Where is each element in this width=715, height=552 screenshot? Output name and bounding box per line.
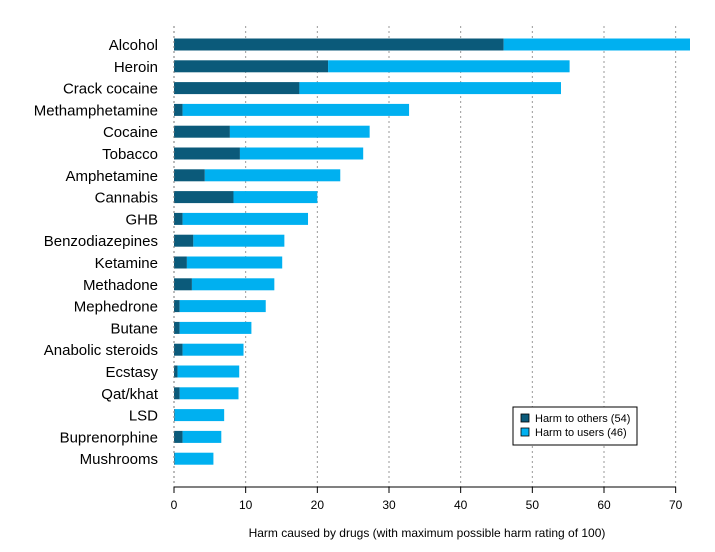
category-label: Mephedrone (74, 299, 158, 316)
bar-users-heroin (328, 60, 570, 73)
x-tick-label: 60 (597, 498, 611, 512)
category-label: Ecstasy (105, 364, 158, 381)
bar-users-cocaine (229, 125, 370, 138)
bar-users-qat-khat (179, 387, 239, 400)
bar-others-qat-khat (174, 387, 180, 400)
category-label: Methamphetamine (34, 102, 158, 119)
category-label: GHB (125, 211, 158, 228)
bar-users-cannabis (233, 191, 318, 204)
bar-users-ecstasy (177, 365, 240, 378)
x-tick-label: 70 (669, 498, 683, 512)
x-tick-label: 0 (171, 498, 178, 512)
bar-others-anabolic-steroids (174, 343, 183, 356)
bar-others-tobacco (174, 147, 240, 160)
bar-others-cannabis (174, 191, 234, 204)
bar-others-methamphetamine (174, 103, 183, 116)
x-tick-label: 10 (239, 498, 253, 512)
legend-box (512, 406, 638, 446)
x-tick-label: 50 (526, 498, 540, 512)
legend: Harm to others (54) Harm to users (46) (512, 406, 638, 446)
bar-users-amphetamine (204, 169, 341, 182)
bar-users-mephedrone (179, 300, 266, 313)
x-tick-label: 30 (382, 498, 396, 512)
category-label: Amphetamine (65, 168, 158, 185)
bar-others-methadone (174, 278, 192, 291)
bar-users-anabolic-steroids (182, 343, 244, 356)
bar-others-ketamine (174, 256, 187, 269)
category-label: Mushrooms (80, 451, 158, 468)
bar-others-cocaine (174, 125, 230, 138)
category-label: Buprenorphine (60, 429, 158, 446)
bar-others-ghb (174, 212, 183, 225)
bar-users-buprenorphine (182, 430, 222, 443)
bar-others-buprenorphine (174, 430, 183, 443)
legend-swatch-users (520, 427, 530, 437)
bar-others-mephedrone (174, 300, 180, 313)
grid (245, 26, 677, 487)
x-axis: 0 10 20 30 40 50 60 70 (171, 26, 683, 512)
bar-users-lsd (174, 409, 225, 422)
category-label: Cocaine (103, 124, 158, 141)
legend-swatch-others (520, 413, 530, 423)
bar-others-crack-cocaine (174, 82, 300, 95)
category-label: Alcohol (109, 37, 158, 54)
category-label: Butane (110, 320, 158, 337)
category-labels: Alcohol Heroin Crack cocaine Methamphetamin… (34, 37, 159, 468)
x-axis-title: Harm caused by drugs (with maximum possi… (249, 526, 606, 540)
bar-users-methamphetamine (182, 103, 410, 116)
category-label: LSD (129, 408, 158, 425)
bar-users-butane (179, 321, 252, 334)
bar-users-tobacco (239, 147, 364, 160)
bar-users-alcohol (503, 38, 690, 51)
bar-others-heroin (174, 60, 329, 73)
x-tick-label: 20 (311, 498, 325, 512)
category-label: Anabolic steroids (44, 342, 158, 359)
bar-users-crack-cocaine (299, 82, 561, 95)
category-label: Tobacco (102, 146, 158, 163)
bar-others-lsd (174, 409, 175, 422)
legend-label-users: Harm to users (46) (535, 427, 627, 439)
bar-users-ketamine (186, 256, 283, 269)
category-label: Benzodiazepines (44, 233, 158, 250)
category-label: Qat/khat (101, 386, 159, 403)
bar-users-mushrooms (174, 452, 214, 465)
bar-users-ghb (182, 212, 309, 225)
bar-others-amphetamine (174, 169, 205, 182)
bar-others-mushrooms (174, 452, 175, 465)
category-label: Ketamine (95, 255, 158, 272)
category-label: Heroin (114, 59, 158, 76)
bars (174, 38, 690, 465)
x-tick-label: 40 (454, 498, 468, 512)
bar-others-ecstasy (174, 365, 178, 378)
legend-label-others: Harm to others (54) (535, 413, 630, 425)
bar-others-alcohol (174, 38, 504, 51)
bar-users-benzodiazepines (193, 234, 285, 247)
bar-users-methadone (191, 278, 275, 291)
category-label: Crack cocaine (63, 81, 158, 98)
category-label: Cannabis (95, 190, 158, 207)
bar-others-benzodiazepines (174, 234, 194, 247)
bar-others-butane (174, 321, 180, 334)
category-label: Methadone (83, 277, 158, 294)
